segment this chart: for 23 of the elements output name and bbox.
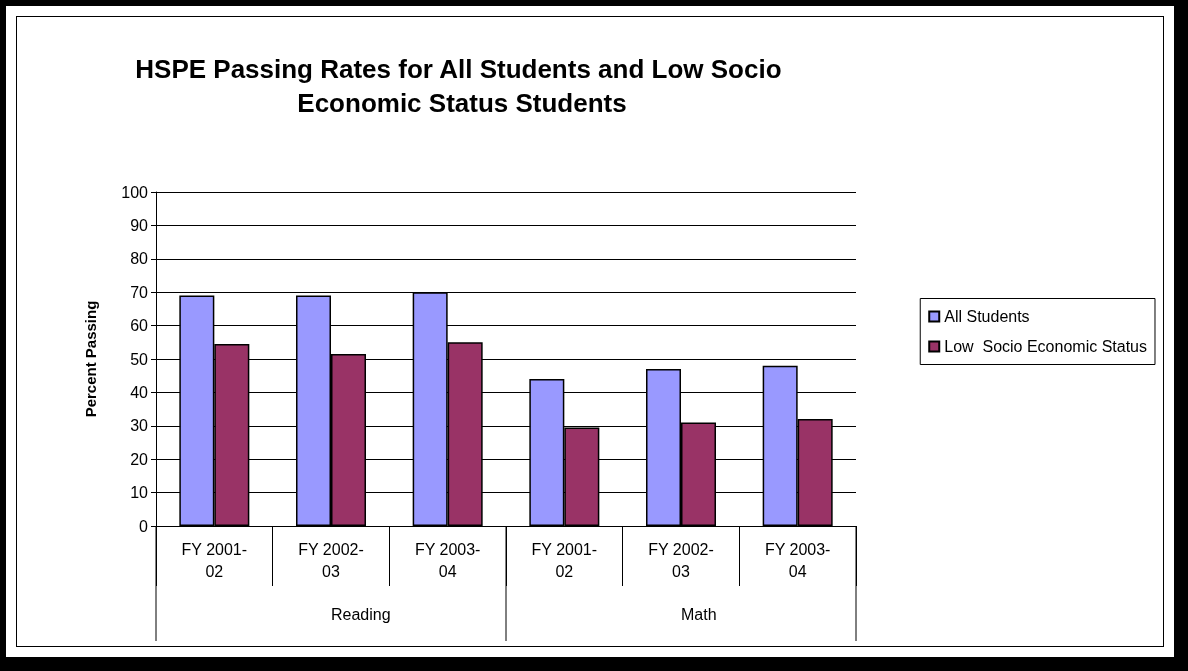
y-tick-label: 100 xyxy=(121,183,149,201)
y-tick-label: 30 xyxy=(130,417,149,435)
x-tick-label: FY 2001-02 xyxy=(181,540,248,580)
x-tick-label: FY 2003-04 xyxy=(764,540,831,580)
y-axis-title: Percent Passing xyxy=(82,300,99,418)
x-tick-label: FY 2002-03 xyxy=(298,540,364,580)
y-tick-label: 20 xyxy=(130,450,149,468)
x-tick-label: FY 2002-03 xyxy=(648,540,714,580)
y-tick-label: 50 xyxy=(130,350,149,368)
y-tick-label: 10 xyxy=(130,484,149,502)
y-tick-label: 0 xyxy=(139,517,149,535)
y-tick-label: 90 xyxy=(130,216,149,234)
legend-label: Low Socio Economic Status xyxy=(944,338,1147,355)
x-tick-label: FY 2003-04 xyxy=(414,540,481,580)
y-tick-label: 40 xyxy=(130,383,149,401)
text: Reading xyxy=(331,605,391,623)
y-tick-label: 60 xyxy=(130,317,149,335)
x-tick-label: FY 2001-02 xyxy=(531,540,598,580)
legend-label: All Students xyxy=(944,308,1030,325)
text: Math xyxy=(681,605,717,623)
chart-title: HSPE Passing Rates for All Students and Low Socio Economic Status Students xyxy=(135,54,789,118)
y-tick-label: 70 xyxy=(130,283,149,301)
y-tick-label: 80 xyxy=(130,250,149,268)
